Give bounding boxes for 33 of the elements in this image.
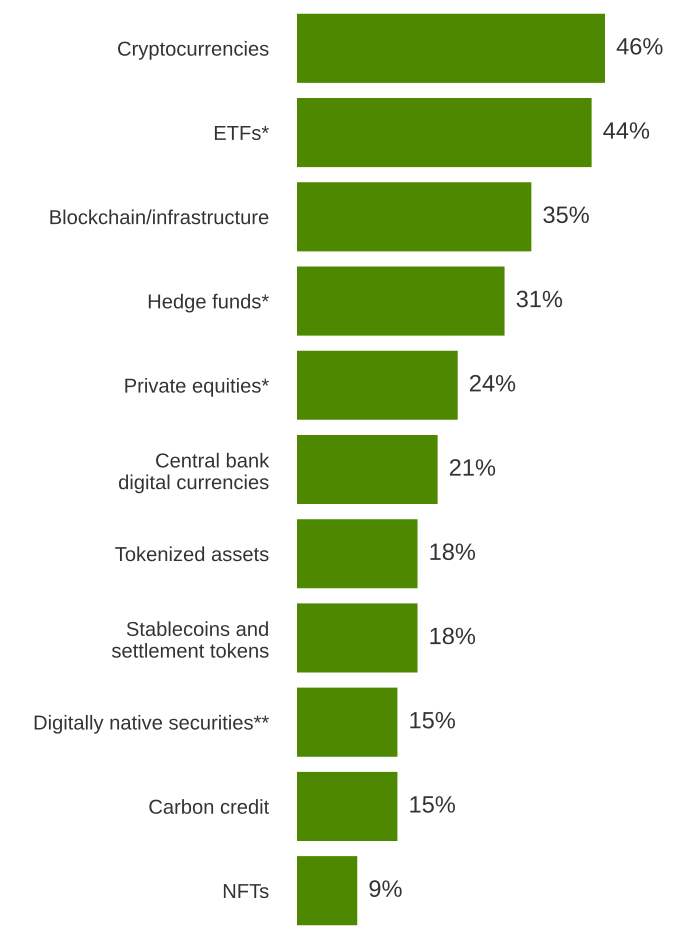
bar (297, 772, 398, 841)
data-label: 18% (430, 628, 476, 644)
y-tick-label: Central bank digital currencies (118, 452, 270, 494)
data-label: 9% (369, 880, 402, 898)
bar (297, 182, 532, 252)
data-label: 46% (616, 38, 663, 55)
data-label: 21% (450, 459, 496, 476)
bar (297, 434, 438, 504)
data-label: 35% (543, 206, 589, 224)
bar (297, 98, 592, 168)
y-tick-label: Hedge funds* (148, 294, 269, 313)
y-tick-label: Digitally native securities** (34, 714, 269, 734)
bar (297, 14, 605, 83)
data-label: 31% (516, 290, 562, 308)
data-label: 15% (410, 712, 455, 729)
y-tick-label: NFTs (224, 884, 268, 898)
y-tick-label: Cryptocurrencies (118, 41, 269, 60)
data-label: 15% (410, 796, 455, 813)
y-tick-label: Carbon credit (149, 799, 270, 814)
bar (297, 350, 458, 420)
bar (297, 603, 418, 673)
data-label: 44% (603, 122, 650, 139)
data-label: 18% (430, 543, 476, 560)
y-tick-label: ETFs* (214, 126, 269, 140)
y-tick-label: Tokenized assets (115, 546, 269, 562)
data-label: 24% (470, 374, 516, 392)
bar (297, 519, 418, 588)
bar (297, 856, 358, 926)
y-tick-label: Blockchain/infrastructure (50, 210, 268, 224)
bar (297, 688, 398, 757)
y-tick-label: Stablecoins and settlement tokens (112, 621, 269, 658)
bar (297, 266, 505, 336)
y-tick-label: Private equities* (125, 378, 269, 397)
